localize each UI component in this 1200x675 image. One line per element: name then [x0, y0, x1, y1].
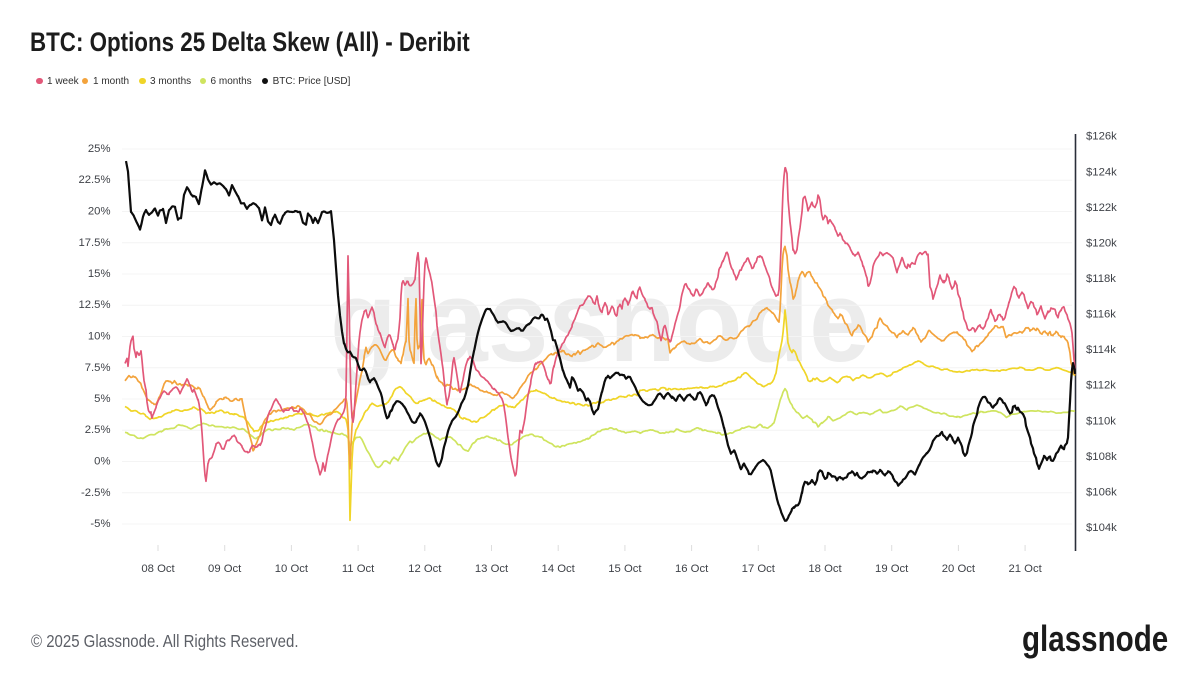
svg-text:19 Oct: 19 Oct: [875, 563, 909, 575]
svg-text:14 Oct: 14 Oct: [542, 563, 576, 575]
svg-text:18 Oct: 18 Oct: [808, 563, 842, 575]
svg-text:08 Oct: 08 Oct: [141, 563, 175, 575]
svg-text:5%: 5%: [94, 393, 110, 405]
svg-text:15 Oct: 15 Oct: [608, 563, 642, 575]
svg-text:20 Oct: 20 Oct: [942, 563, 976, 575]
svg-text:22.5%: 22.5%: [78, 174, 110, 186]
svg-text:$114k: $114k: [1086, 344, 1116, 356]
svg-text:$124k: $124k: [1086, 166, 1117, 178]
svg-text:0%: 0%: [94, 456, 110, 468]
svg-text:$116k: $116k: [1086, 309, 1116, 321]
svg-text:13 Oct: 13 Oct: [475, 563, 509, 575]
svg-text:$106k: $106k: [1086, 486, 1117, 498]
svg-text:16 Oct: 16 Oct: [675, 563, 709, 575]
svg-text:$122k: $122k: [1086, 202, 1117, 214]
svg-text:15%: 15%: [88, 268, 111, 280]
svg-text:12.5%: 12.5%: [78, 299, 110, 311]
svg-text:$110k: $110k: [1086, 415, 1116, 427]
svg-text:$108k: $108k: [1086, 451, 1117, 463]
svg-text:11 Oct: 11 Oct: [342, 563, 375, 575]
svg-text:$104k: $104k: [1086, 522, 1117, 534]
svg-text:$126k: $126k: [1086, 131, 1117, 143]
svg-text:12 Oct: 12 Oct: [408, 563, 442, 575]
svg-text:17 Oct: 17 Oct: [742, 563, 776, 575]
svg-text:-2.5%: -2.5%: [81, 487, 111, 499]
svg-text:10 Oct: 10 Oct: [275, 563, 309, 575]
svg-text:$112k: $112k: [1086, 380, 1116, 392]
svg-text:17.5%: 17.5%: [78, 237, 110, 249]
svg-text:$120k: $120k: [1086, 237, 1117, 249]
svg-text:10%: 10%: [88, 331, 111, 343]
svg-text:20%: 20%: [88, 206, 111, 218]
svg-text:$118k: $118k: [1086, 273, 1116, 285]
svg-text:-5%: -5%: [90, 518, 110, 530]
svg-text:09 Oct: 09 Oct: [208, 563, 242, 575]
svg-text:7.5%: 7.5%: [85, 362, 111, 374]
svg-text:2.5%: 2.5%: [85, 424, 111, 436]
svg-text:25%: 25%: [88, 143, 111, 155]
svg-text:21 Oct: 21 Oct: [1008, 563, 1042, 575]
